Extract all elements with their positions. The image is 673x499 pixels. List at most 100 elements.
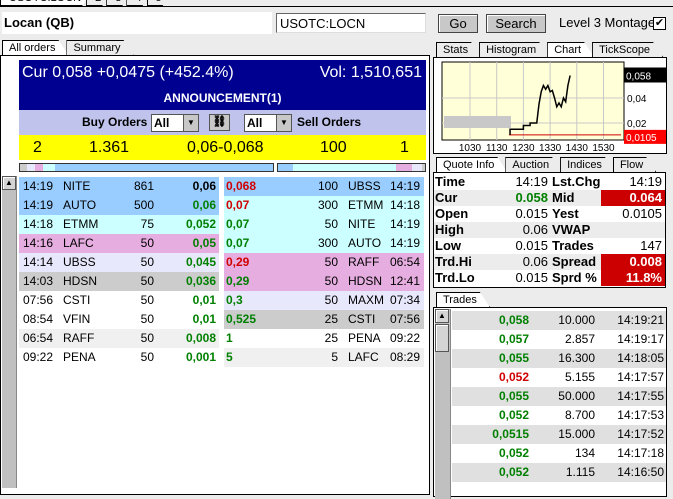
quote-label: Trd.Lo — [435, 270, 475, 285]
trade-price: 0,057 — [498, 332, 529, 346]
ask-row[interactable]: 0,29 50 HDSN 12:41 — [224, 272, 424, 291]
ask-price: 0,07 — [226, 217, 250, 231]
chevron-down-icon: ▼ — [276, 115, 291, 131]
ask-time: 07:34 — [389, 293, 420, 307]
bid-row[interactable]: 06:54 RAFF 50 0,008 — [19, 329, 219, 348]
bid-price: 0,045 — [185, 255, 216, 269]
quote-label: Sprd % — [552, 270, 597, 285]
trade-row[interactable]: 0,055 50.000 14:17:55 — [452, 387, 666, 406]
tab-flow[interactable]: Flow — [613, 157, 656, 172]
bid-mm: LAFC — [63, 236, 94, 250]
bid-price: 0,05 — [192, 236, 216, 250]
quote-label: Mid — [552, 190, 575, 205]
trade-price: 0,0515 — [492, 427, 529, 441]
trade-time: 14:19:21 — [617, 313, 664, 327]
tab-stats[interactable]: Stats — [436, 42, 481, 57]
ask-row[interactable]: 0,29 50 RAFF 06:54 — [224, 253, 424, 272]
security-title: Locan (QB) — [2, 12, 272, 34]
trade-size: 1.115 — [565, 465, 595, 479]
bid-size: 1.361 — [89, 139, 130, 156]
level3-checkbox[interactable]: ✔ — [653, 17, 666, 30]
tab-histogram[interactable]: Histogram — [479, 42, 549, 57]
bid-row[interactable]: 14:16 LAFC 50 0,05 — [19, 234, 219, 253]
bid-row[interactable]: 14:14 UBSS 50 0,045 — [19, 253, 219, 272]
tab-summary[interactable]: Summary — [66, 40, 133, 55]
scroll-up-icon[interactable]: ▲ — [2, 176, 16, 190]
bid-time: 06:54 — [23, 331, 54, 345]
bid-row[interactable]: 09:22 PENA 50 0,001 — [19, 348, 219, 367]
bid-ask: 0,06-0,068 — [187, 139, 264, 156]
trade-row[interactable]: 0,057 2.857 14:19:17 — [452, 330, 666, 349]
y-tick-label: 0,02 — [627, 119, 647, 130]
trade-row[interactable]: 0,052 1.115 14:16:50 — [452, 463, 666, 482]
ask-row[interactable]: 0,525 25 CSTI 07:56 — [224, 310, 424, 329]
bid-price: 0,01 — [192, 312, 216, 326]
bid-row[interactable]: 14:19 AUTO 500 0,06 — [19, 196, 219, 215]
y-tick-label: 0,04 — [627, 94, 647, 105]
bid-row[interactable]: 14:03 HDSN 50 0,036 — [19, 272, 219, 291]
ask-row[interactable]: 0,068 100 UBSS 14:19 — [224, 177, 424, 196]
tab-quote-info[interactable]: Quote Info — [436, 157, 507, 172]
bid-size: 500 — [133, 198, 154, 212]
quote-row: Trd.Lo 0.015 Sprd % 11.8% — [434, 270, 665, 286]
quote-row: Open 0.015 Yest 0.0105 — [434, 206, 665, 222]
sell-filter-select[interactable]: All ▼ — [244, 114, 292, 132]
montage-scrollbar[interactable]: ▲ — [2, 176, 17, 488]
ask-row[interactable]: 1 25 PENA 09:22 — [224, 329, 424, 348]
scroll-up-icon[interactable]: ▲ — [435, 309, 449, 323]
ask-row[interactable]: 0,3 50 MAXM 07:34 — [224, 291, 424, 310]
ask-mm: CSTI — [348, 312, 376, 326]
bid-size: 75 — [140, 217, 154, 231]
buy-filter-select[interactable]: All ▼ — [151, 114, 199, 132]
bid-size: 50 — [140, 236, 154, 250]
ask-row[interactable]: 0,07 300 ETMM 14:18 — [224, 196, 424, 215]
trade-size: 134 — [574, 446, 595, 460]
trade-row[interactable]: 0,052 5.155 14:17:57 — [452, 368, 666, 387]
trade-time: 14:17:53 — [617, 408, 664, 422]
ask-row[interactable]: 5 5 LAFC 08:29 — [224, 348, 424, 367]
bid-row[interactable]: 07:56 CSTI 50 0,01 — [19, 291, 219, 310]
go-button[interactable]: Go — [438, 14, 478, 33]
tab-chart[interactable]: Chart — [547, 42, 594, 57]
symbol-input[interactable] — [276, 13, 426, 33]
quote-row: Cur 0.058 Mid 0.064 — [434, 190, 665, 206]
scroll-thumb[interactable] — [435, 324, 449, 352]
bid-row[interactable]: 14:19 NITE 861 0,06 — [19, 177, 219, 196]
ask-time: 08:29 — [389, 350, 420, 364]
trade-row[interactable]: 0,055 16.300 14:18:05 — [452, 349, 666, 368]
trades-scrollbar[interactable]: ▲ — [435, 309, 451, 499]
search-button[interactable]: Search — [486, 14, 546, 33]
trades-panel: ▲ 0,058 10.000 14:19:21 0,057 2.857 14:19:17 0… — [433, 307, 667, 499]
tab-auction[interactable]: Auction — [505, 157, 562, 172]
ask-time: 12:41 — [389, 274, 420, 288]
announcement-link[interactable]: ANNOUNCEMENT(1) — [163, 91, 282, 105]
quote-label: Low — [435, 238, 461, 253]
trade-price: 0,055 — [498, 351, 529, 365]
tab-all-orders[interactable]: All orders — [2, 40, 68, 55]
ask-size: 50 — [324, 217, 338, 231]
bid-row[interactable]: 14:18 ETMM 75 0,052 — [19, 215, 219, 234]
bid-row[interactable]: 08:54 VFIN 50 0,01 — [19, 310, 219, 329]
link-icon[interactable]: ⛓ — [209, 114, 230, 131]
ask-price: 0,07 — [226, 236, 250, 250]
tab-tickscope[interactable]: TickScope — [592, 42, 663, 57]
quote-value: 0.064 — [601, 190, 665, 206]
bid-depth-bar — [19, 163, 274, 172]
tab-indices[interactable]: Indices — [560, 157, 615, 172]
trade-row[interactable]: 0,052 8.700 14:17:53 — [452, 406, 666, 425]
ask-row[interactable]: 0,07 300 AUTO 14:19 — [224, 234, 424, 253]
quote-label: Trd.Hi — [435, 254, 472, 269]
trade-row[interactable]: 0,052 134 14:17:18 — [452, 444, 666, 463]
x-tick-label: 1030 — [459, 143, 482, 153]
quote-info-table: Time 14:19 Lst.Chg 14:19 Cur 0.058 Mid 0.064 Ope… — [433, 172, 666, 288]
quote-value: 0.015 — [515, 206, 548, 221]
volume: Vol: 1,510,651 — [319, 64, 422, 81]
trade-row[interactable]: 0,058 10.000 14:19:21 — [452, 311, 666, 330]
ask-row[interactable]: 0,07 50 NITE 14:19 — [224, 215, 424, 234]
tab-trades[interactable]: Trades — [436, 292, 490, 307]
ask-count: 1 — [400, 139, 409, 156]
trade-price: 0,055 — [498, 389, 529, 403]
trade-row[interactable]: 0,0515 15.000 14:17:52 — [452, 425, 666, 444]
quote-value: 0.06 — [522, 222, 548, 237]
bid-size: 50 — [140, 312, 154, 326]
